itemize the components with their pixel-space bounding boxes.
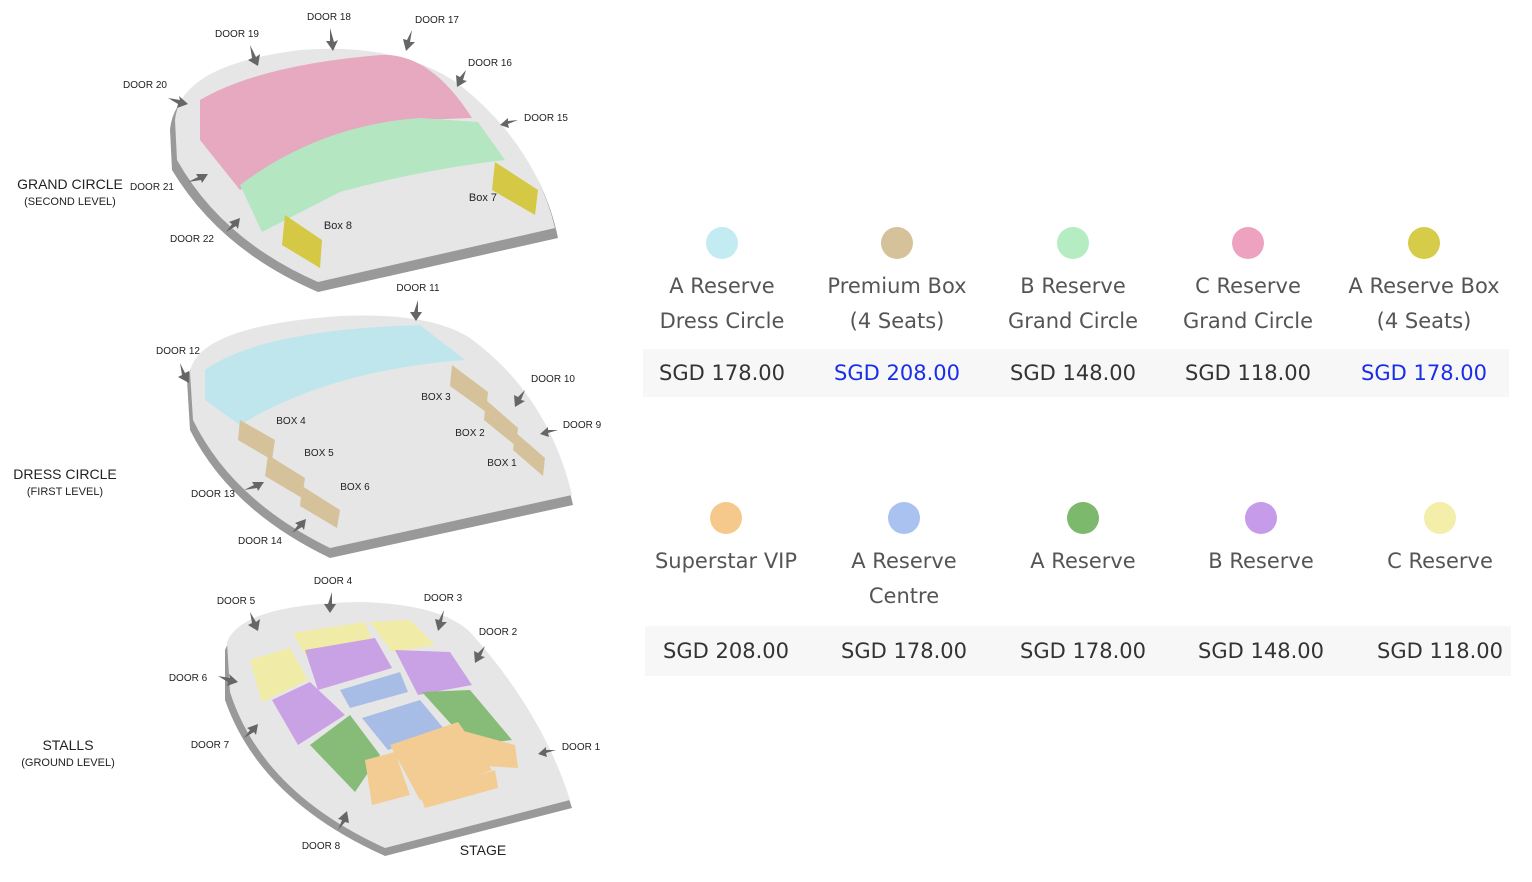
grand-circle-level	[170, 48, 558, 292]
box-8[interactable]	[282, 215, 322, 268]
category-color-dot	[1245, 502, 1277, 534]
door-label: DOOR 14	[238, 536, 282, 547]
door-label: DOOR 18	[307, 12, 351, 23]
door-label: DOOR 12	[156, 346, 200, 357]
door-label: DOOR 2	[479, 627, 518, 638]
category-price: SGD 208.00	[663, 639, 789, 663]
category-name-line: Grand Circle	[1007, 309, 1139, 333]
category-name-line: A Reserve	[669, 274, 775, 298]
door-label: DOOR 8	[302, 841, 341, 852]
category-price[interactable]: SGD 178.00	[1361, 361, 1487, 385]
box-label: BOX 4	[276, 416, 306, 427]
category-name: Superstar VIP	[631, 544, 821, 579]
box-label: BOX 3	[421, 392, 451, 403]
category-color-dot	[1408, 227, 1440, 259]
category-name: A Reserve Centre	[809, 544, 999, 614]
category-name-line: (4 Seats)	[849, 309, 945, 333]
category-color-dot	[1067, 502, 1099, 534]
category-price: SGD 148.00	[1010, 361, 1136, 385]
category-name-line: A Reserve Box	[1348, 274, 1500, 298]
category-name: A Reserve Box (4 Seats)	[1329, 269, 1519, 339]
door-label: DOOR 1	[562, 742, 601, 753]
category-name-line: B Reserve	[1020, 274, 1126, 298]
category-name-line: Dress Circle	[659, 309, 785, 333]
box-label: Box 8	[324, 220, 352, 232]
category-price: SGD 178.00	[659, 361, 785, 385]
stage-label: STAGE	[460, 842, 506, 858]
category-color-dot	[1424, 502, 1456, 534]
level-title: STALLS	[42, 737, 93, 753]
category-name: Premium Box (4 Seats)	[802, 269, 992, 339]
door-label: DOOR 9	[563, 420, 602, 431]
category-name-line: (4 Seats)	[1376, 309, 1472, 333]
category-color-dot	[1057, 227, 1089, 259]
door-label: DOOR 17	[415, 15, 459, 26]
category-name-line: Superstar VIP	[654, 549, 798, 573]
a-reserve-dress-circle-section[interactable]	[205, 325, 465, 425]
c-reserve-grand-circle-section[interactable]	[200, 54, 472, 190]
category-name: C Reserve	[1345, 544, 1532, 579]
level-subtitle: (FIRST LEVEL)	[27, 486, 103, 498]
door-label: DOOR 11	[396, 283, 440, 294]
premium-boxes[interactable]	[238, 365, 545, 528]
category-name: B Reserve	[1166, 544, 1356, 579]
box-label: BOX 6	[340, 482, 370, 493]
door-label: DOOR 15	[524, 113, 568, 124]
level-title: GRAND CIRCLE	[17, 176, 123, 192]
level-title: DRESS CIRCLE	[13, 466, 116, 482]
category-color-dot	[888, 502, 920, 534]
category-color-dot	[710, 502, 742, 534]
category-color-dot	[706, 227, 738, 259]
category-name-line: Premium Box	[827, 274, 967, 298]
level-subtitle: (GROUND LEVEL)	[21, 757, 115, 769]
door-label: DOOR 10	[531, 374, 575, 385]
category-name-line: Grand Circle	[1182, 309, 1314, 333]
category-name: C Reserve Grand Circle	[1153, 269, 1343, 339]
price-row-band	[643, 349, 1509, 397]
category-price: SGD 148.00	[1198, 639, 1324, 663]
category-name: A Reserve Dress Circle	[627, 269, 817, 339]
door-label: DOOR 16	[468, 58, 512, 69]
door-label: DOOR 3	[424, 593, 463, 604]
category-name-line: A Reserve	[1030, 549, 1136, 573]
box-7[interactable]	[492, 162, 538, 215]
door-label: DOOR 13	[191, 489, 235, 500]
category-price[interactable]: SGD 208.00	[834, 361, 960, 385]
price-row-band	[645, 626, 1511, 676]
category-price: SGD 118.00	[1377, 639, 1503, 663]
category-name-line: C Reserve	[1387, 549, 1493, 573]
door-label: DOOR 19	[215, 29, 259, 40]
door-label: DOOR 6	[169, 673, 208, 684]
stalls-sections[interactable]	[250, 620, 518, 808]
category-price: SGD 178.00	[1020, 639, 1146, 663]
seating-map: GRAND CIRCLE (SECOND LEVEL) DOOR 19 DOOR…	[13, 12, 602, 858]
box-label: BOX 2	[455, 428, 485, 439]
dress-circle-level	[187, 315, 573, 558]
category-name-line: A Reserve	[851, 549, 957, 573]
door-label: DOOR 5	[217, 596, 256, 607]
door-label: DOOR 4	[314, 576, 353, 587]
stalls-level	[225, 602, 572, 856]
category-name: A Reserve	[988, 544, 1178, 579]
box-label: BOX 5	[304, 448, 334, 459]
category-name-line: Centre	[868, 584, 940, 608]
category-name: B Reserve Grand Circle	[978, 269, 1168, 339]
category-price: SGD 118.00	[1185, 361, 1311, 385]
category-name-line: B Reserve	[1208, 549, 1314, 573]
door-arrows	[168, 28, 558, 830]
door-label: DOOR 22	[170, 234, 214, 245]
category-name-line: C Reserve	[1195, 274, 1301, 298]
box-label: BOX 1	[487, 458, 517, 469]
level-subtitle: (SECOND LEVEL)	[24, 196, 116, 208]
door-label: DOOR 7	[191, 740, 230, 751]
box-label: Box 7	[469, 192, 497, 204]
category-color-dot	[881, 227, 913, 259]
door-label: DOOR 21	[130, 182, 174, 193]
door-label: DOOR 20	[123, 80, 167, 91]
b-reserve-grand-circle-section[interactable]	[240, 118, 505, 232]
category-color-dot	[1232, 227, 1264, 259]
category-price: SGD 178.00	[841, 639, 967, 663]
